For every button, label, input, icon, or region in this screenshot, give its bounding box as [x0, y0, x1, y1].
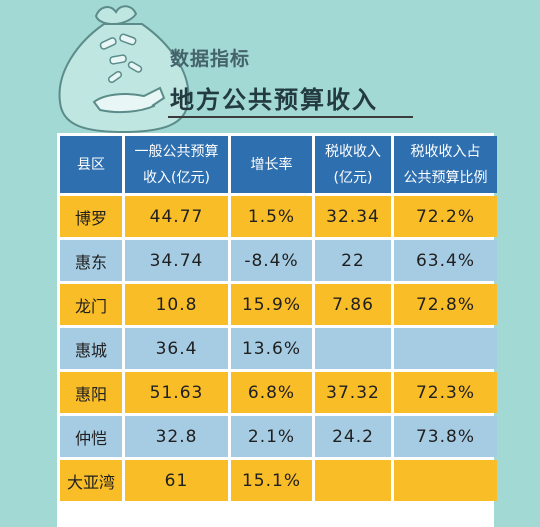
cell-tax-revenue: 37.32	[315, 372, 391, 413]
cell-budget-revenue: 44.77	[125, 196, 228, 237]
cell-tax-share: 72.3%	[394, 372, 497, 413]
cell-tax-revenue	[315, 328, 391, 369]
revenue-table-container: 县区 一般公共预算 收入(亿元) 增长率 税收收入 (亿元) 税收收入占 公共预…	[57, 133, 497, 527]
cell-growth-rate: -8.4%	[231, 240, 312, 281]
cell-growth-rate: 15.9%	[231, 284, 312, 325]
cell-budget-revenue: 61	[125, 460, 228, 501]
cell-county: 龙门	[60, 284, 122, 325]
table-row: 惠阳 51.63 6.8% 37.32 72.3%	[60, 372, 497, 413]
header-growth-rate: 增长率	[231, 136, 312, 193]
cell-county: 大亚湾	[60, 460, 122, 501]
table-row: 龙门 10.8 15.9% 7.86 72.8%	[60, 284, 497, 325]
header-county-text: 县区	[77, 156, 105, 173]
table-row: 惠东 34.74 -8.4% 22 63.4%	[60, 240, 497, 281]
cell-tax-share: 63.4%	[394, 240, 497, 281]
page-title: 地方公共预算收入	[170, 86, 378, 114]
header-tax-share: 税收收入占 公共预算比例	[394, 136, 497, 193]
cell-tax-revenue	[315, 460, 391, 501]
money-bag-icon	[58, 5, 190, 134]
cell-tax-revenue: 24.2	[315, 416, 391, 457]
header-tax-share-line2: 公共预算比例	[403, 169, 488, 186]
cell-growth-rate: 6.8%	[231, 372, 312, 413]
revenue-table: 县区 一般公共预算 收入(亿元) 增长率 税收收入 (亿元) 税收收入占 公共预…	[57, 133, 500, 504]
section-kicker: 数据指标	[170, 48, 251, 70]
cell-tax-share: 72.2%	[394, 196, 497, 237]
cell-budget-revenue: 34.74	[125, 240, 228, 281]
cell-county: 惠城	[60, 328, 122, 369]
header-budget-revenue: 一般公共预算 收入(亿元)	[125, 136, 228, 193]
cell-budget-revenue: 32.8	[125, 416, 228, 457]
cell-county: 惠东	[60, 240, 122, 281]
header-budget-revenue-line2: 收入(亿元)	[143, 169, 210, 186]
header-tax-revenue-line2: (亿元)	[333, 169, 373, 186]
cell-growth-rate: 15.1%	[231, 460, 312, 501]
cell-tax-revenue: 32.34	[315, 196, 391, 237]
table-row: 仲恺 32.8 2.1% 24.2 73.8%	[60, 416, 497, 457]
cell-growth-rate: 13.6%	[231, 328, 312, 369]
table-row: 惠城 36.4 13.6%	[60, 328, 497, 369]
header-growth-rate-text: 增长率	[250, 156, 293, 173]
cell-county: 博罗	[60, 196, 122, 237]
cell-budget-revenue: 10.8	[125, 284, 228, 325]
cell-growth-rate: 1.5%	[231, 196, 312, 237]
cell-tax-share	[394, 328, 497, 369]
title-underline	[168, 116, 413, 118]
cell-tax-revenue: 22	[315, 240, 391, 281]
header-tax-revenue-line1: 税收收入	[325, 143, 381, 160]
cell-budget-revenue: 51.63	[125, 372, 228, 413]
cell-county: 仲恺	[60, 416, 122, 457]
cell-tax-revenue: 7.86	[315, 284, 391, 325]
header-tax-revenue: 税收收入 (亿元)	[315, 136, 391, 193]
table-row: 博罗 44.77 1.5% 32.34 72.2%	[60, 196, 497, 237]
cell-budget-revenue: 36.4	[125, 328, 228, 369]
cell-growth-rate: 2.1%	[231, 416, 312, 457]
header-county: 县区	[60, 136, 122, 193]
header: 数据指标 地方公共预算收入	[0, 0, 540, 135]
cell-tax-share	[394, 460, 497, 501]
header-budget-revenue-line1: 一般公共预算	[134, 143, 219, 160]
table-row: 大亚湾 61 15.1%	[60, 460, 497, 501]
cell-tax-share: 72.8%	[394, 284, 497, 325]
header-tax-share-line1: 税收收入占	[410, 143, 481, 160]
table-header-row: 县区 一般公共预算 收入(亿元) 增长率 税收收入 (亿元) 税收收入占 公共预…	[60, 136, 497, 193]
cell-tax-share: 73.8%	[394, 416, 497, 457]
cell-county: 惠阳	[60, 372, 122, 413]
